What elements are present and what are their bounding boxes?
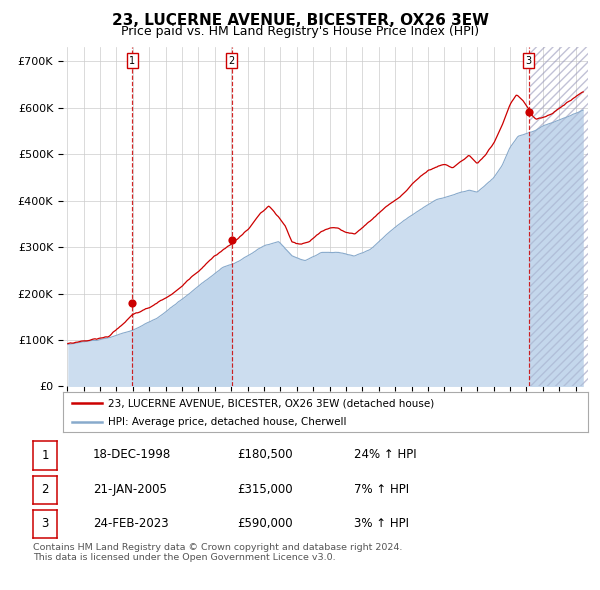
Text: Price paid vs. HM Land Registry's House Price Index (HPI): Price paid vs. HM Land Registry's House … — [121, 25, 479, 38]
Bar — [529, 47, 588, 386]
Text: £590,000: £590,000 — [237, 517, 293, 530]
Text: 2: 2 — [41, 483, 49, 496]
Text: £315,000: £315,000 — [237, 483, 293, 496]
Text: 3: 3 — [41, 517, 49, 530]
Text: £180,500: £180,500 — [237, 448, 293, 461]
Text: 24% ↑ HPI: 24% ↑ HPI — [354, 448, 416, 461]
Text: 3: 3 — [526, 55, 532, 65]
Point — [227, 235, 236, 245]
Text: HPI: Average price, detached house, Cherwell: HPI: Average price, detached house, Cher… — [107, 417, 346, 427]
Text: 7% ↑ HPI: 7% ↑ HPI — [354, 483, 409, 496]
Text: Contains HM Land Registry data © Crown copyright and database right 2024.
This d: Contains HM Land Registry data © Crown c… — [33, 543, 403, 562]
Text: 18-DEC-1998: 18-DEC-1998 — [93, 448, 171, 461]
Point — [127, 298, 137, 307]
Text: 21-JAN-2005: 21-JAN-2005 — [93, 483, 167, 496]
Text: 23, LUCERNE AVENUE, BICESTER, OX26 3EW (detached house): 23, LUCERNE AVENUE, BICESTER, OX26 3EW (… — [107, 398, 434, 408]
Text: 1: 1 — [41, 449, 49, 462]
Point — [524, 107, 533, 117]
Text: 23, LUCERNE AVENUE, BICESTER, OX26 3EW: 23, LUCERNE AVENUE, BICESTER, OX26 3EW — [112, 13, 488, 28]
Text: 3% ↑ HPI: 3% ↑ HPI — [354, 517, 409, 530]
Text: 1: 1 — [129, 55, 135, 65]
Text: 2: 2 — [229, 55, 235, 65]
Text: 24-FEB-2023: 24-FEB-2023 — [93, 517, 169, 530]
